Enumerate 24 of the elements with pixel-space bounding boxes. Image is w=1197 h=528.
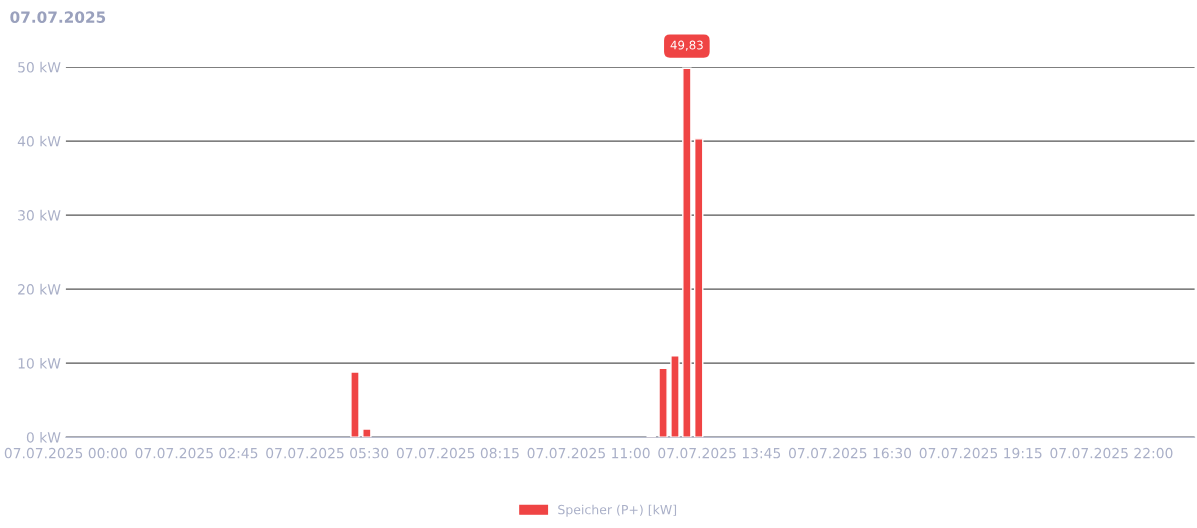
- bar: [682, 67, 692, 438]
- y-tick-label: 0 kW: [26, 431, 61, 443]
- x-tick-label: 07.07.2025 13:45: [658, 447, 781, 459]
- x-tick-label: 07.07.2025 22:00: [1050, 447, 1173, 459]
- chart-title: 07.07.2025: [10, 11, 106, 23]
- y-tick-label: 20 kW: [18, 283, 61, 295]
- x-tick-label: 07.07.2025 19:15: [919, 447, 1042, 459]
- x-tick-label: 07.07.2025 00:00: [4, 447, 127, 459]
- y-tick-label: 10 kW: [18, 357, 61, 369]
- y-tick-label: 30 kW: [18, 209, 61, 221]
- legend-label: Speicher (P+) [kW]: [558, 504, 677, 517]
- x-tick-label: 07.07.2025 08:15: [396, 447, 519, 459]
- x-tick-label: 07.07.2025 05:30: [266, 447, 389, 459]
- bar: [658, 367, 668, 438]
- bar: [694, 138, 704, 438]
- data-label: 49,83: [670, 40, 703, 51]
- y-tick-label: 40 kW: [17, 135, 61, 147]
- bar: [350, 371, 360, 438]
- bar: [670, 355, 680, 438]
- x-tick-label: 07.07.2025 16:30: [788, 447, 912, 459]
- x-tick-label: 07.07.2025 11:00: [527, 447, 650, 459]
- x-tick-label: 07.07.2025 02:45: [135, 447, 258, 459]
- y-tick-label: 50 kW: [18, 61, 61, 73]
- bar: [362, 428, 372, 438]
